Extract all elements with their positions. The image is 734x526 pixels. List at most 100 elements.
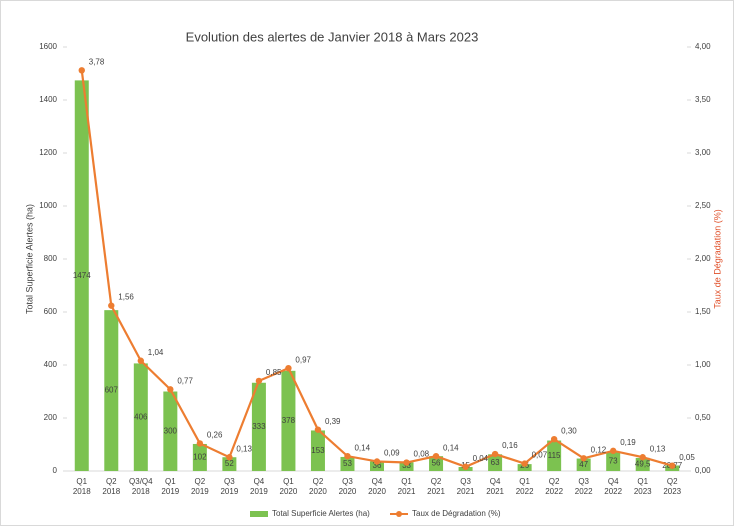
- x-tick-label: 2020: [339, 487, 357, 496]
- y2-tick-label: 4,00: [695, 42, 711, 51]
- x-tick-label: 2022: [516, 487, 534, 496]
- bar: [488, 454, 503, 471]
- bar: [251, 382, 266, 471]
- line-label: 0,85: [266, 368, 282, 377]
- line-point: [373, 458, 381, 465]
- line-label: 0,04: [473, 454, 489, 463]
- x-tick-label: Q4: [254, 477, 265, 486]
- line-point: [639, 454, 646, 461]
- y2-tick-label: 3,00: [695, 148, 711, 157]
- x-tick-label: 2022: [575, 487, 593, 496]
- x-tick-label: Q1: [165, 477, 176, 486]
- line-point: [521, 460, 528, 467]
- x-tick-label: Q2: [431, 477, 442, 486]
- bar: [310, 430, 325, 471]
- bar: [547, 440, 562, 471]
- x-tick-label: 2019: [220, 487, 238, 496]
- line-point: [491, 450, 499, 458]
- line-label: 0,77: [177, 376, 193, 385]
- bar: [74, 80, 89, 471]
- x-tick-label: 2020: [368, 487, 386, 496]
- x-tick-label: Q4: [490, 477, 501, 486]
- bar: [163, 391, 178, 471]
- line-label: 0,39: [325, 417, 341, 426]
- x-tick-label: 2023: [634, 487, 652, 496]
- x-tick-label: 2018: [102, 487, 120, 496]
- bar: [429, 456, 444, 471]
- bar: [517, 464, 532, 471]
- x-tick-label: 2019: [191, 487, 209, 496]
- y-tick-label: 800: [44, 254, 58, 263]
- line-label: 3,78: [89, 57, 105, 66]
- bar-label: 52: [225, 459, 234, 468]
- line-label: 0,14: [354, 443, 370, 452]
- bar: [576, 458, 591, 471]
- x-tick-label: Q3: [342, 477, 353, 486]
- bar: [104, 310, 119, 471]
- line-label: 0,13: [236, 444, 252, 453]
- x-tick-label: Q2: [106, 477, 117, 486]
- bar-label: 73: [609, 456, 618, 465]
- line-point: [196, 440, 204, 447]
- bar: [192, 443, 207, 471]
- bar-label: 300: [164, 426, 178, 435]
- line-point: [550, 436, 558, 443]
- legend-label: Taux de Dégradation (%): [412, 509, 501, 518]
- line-label: 0,16: [502, 441, 518, 450]
- chart-title: Evolution des alertes de Janvier 2018 à …: [186, 29, 479, 44]
- line-point: [403, 459, 410, 466]
- line-point: [167, 386, 174, 393]
- line-point: [432, 452, 440, 460]
- line-label: 0,13: [650, 444, 666, 453]
- bar-label: 378: [282, 416, 296, 425]
- bar: [606, 451, 621, 471]
- y-tick-label: 1200: [39, 148, 57, 157]
- x-tick-label: 2021: [486, 487, 504, 496]
- x-tick-label: 2022: [545, 487, 563, 496]
- bar-label: 102: [193, 453, 207, 462]
- line-point: [580, 455, 587, 462]
- x-tick-label: Q2: [313, 477, 324, 486]
- bar-label: 49,5: [635, 460, 651, 469]
- line-label: 0,09: [384, 449, 400, 458]
- x-tick-label: 2022: [604, 487, 622, 496]
- bar: [133, 363, 148, 471]
- y2-tick-label: 2,50: [695, 201, 711, 210]
- x-tick-label: Q4: [608, 477, 619, 486]
- line-point: [255, 377, 263, 385]
- y2-tick-label: 3,50: [695, 95, 711, 104]
- line-point: [462, 463, 469, 470]
- legend-swatch: [396, 511, 402, 517]
- line-point: [669, 462, 676, 469]
- line-point: [137, 357, 145, 364]
- bar-label: 47: [579, 460, 588, 469]
- line-label: 0,08: [414, 450, 430, 459]
- x-tick-label: 2019: [250, 487, 268, 496]
- x-tick-label: 2018: [73, 487, 91, 496]
- x-tick-label: 2018: [132, 487, 150, 496]
- x-tick-label: Q4: [372, 477, 383, 486]
- bar: [222, 457, 237, 471]
- x-tick-label: Q1: [76, 477, 87, 486]
- line-point: [78, 67, 85, 74]
- line-label: 0,14: [443, 443, 459, 452]
- line-label: 0,26: [207, 431, 223, 440]
- bar-label: 36: [373, 461, 382, 470]
- y2-tick-label: 0,00: [695, 466, 711, 475]
- x-tick-label: 2023: [663, 487, 681, 496]
- y-tick-label: 1400: [39, 95, 57, 104]
- y-tick-label: 600: [44, 307, 58, 316]
- y-tick-label: 1000: [39, 201, 57, 210]
- x-tick-label: Q3: [224, 477, 235, 486]
- bar-label: 153: [311, 446, 325, 455]
- x-tick-label: Q1: [401, 477, 412, 486]
- bar-label: 115: [548, 451, 561, 460]
- x-tick-label: Q3/Q4: [129, 477, 153, 486]
- line-point: [285, 364, 292, 372]
- x-tick-label: Q3: [460, 477, 471, 486]
- line-point: [226, 454, 233, 461]
- line-point: [108, 302, 115, 309]
- line-label: 0,07: [532, 451, 548, 460]
- bar-label: 333: [252, 422, 266, 431]
